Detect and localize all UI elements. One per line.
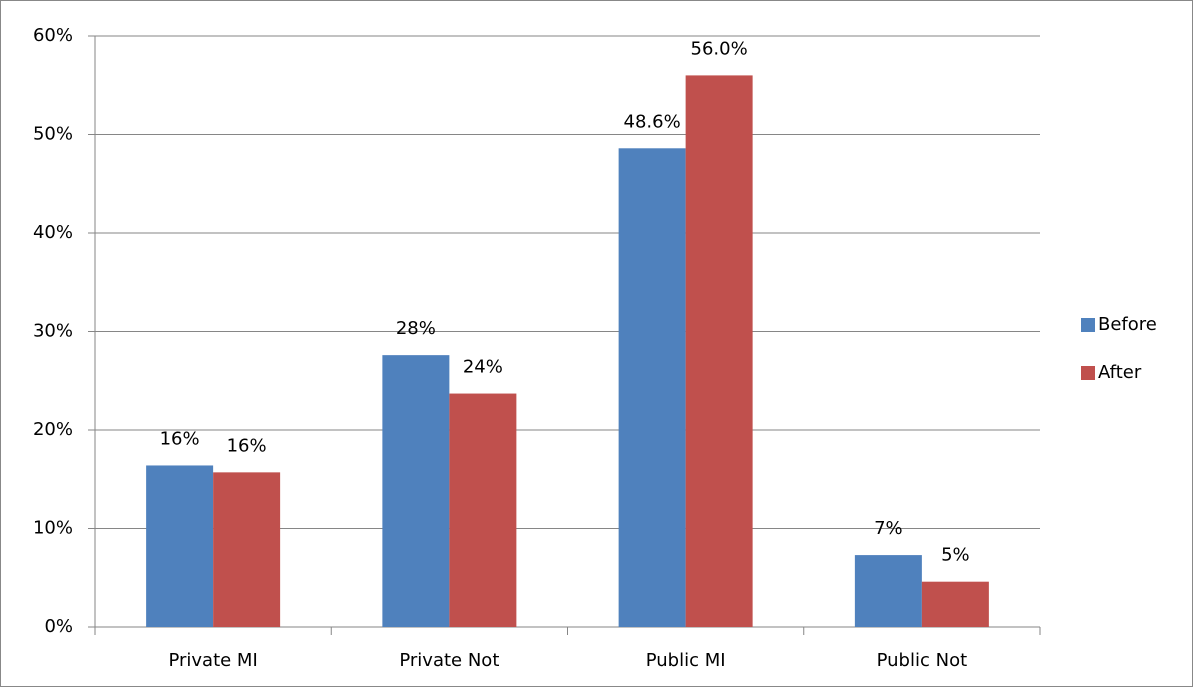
y-tick-label: 20%	[33, 419, 73, 440]
y-tick-label: 60%	[33, 25, 73, 46]
y-tick-label: 50%	[33, 124, 73, 145]
data-label: 7%	[874, 518, 903, 539]
legend-label: After	[1098, 362, 1142, 383]
data-label: 48.6%	[624, 111, 681, 132]
y-tick-label: 40%	[33, 222, 73, 243]
x-tick-label: Private Not	[399, 650, 499, 671]
data-label: 16%	[160, 428, 200, 449]
x-tick-label: Public Not	[877, 650, 968, 671]
data-label: 5%	[941, 545, 970, 566]
bar	[921, 581, 989, 627]
data-label: 24%	[463, 357, 503, 378]
bar	[146, 465, 214, 627]
legend-swatch	[1081, 318, 1095, 332]
data-label: 56.0%	[691, 38, 748, 59]
bar	[449, 393, 517, 627]
bar	[685, 75, 753, 627]
data-label: 16%	[227, 435, 267, 456]
y-tick-label: 10%	[33, 518, 73, 539]
x-tick-label: Private MI	[168, 650, 257, 671]
y-tick-label: 30%	[33, 321, 73, 342]
bar	[213, 472, 281, 627]
legend-label: Before	[1098, 314, 1157, 335]
data-label: 28%	[396, 318, 436, 339]
legend-swatch	[1081, 366, 1095, 380]
x-tick-label: Public MI	[646, 650, 726, 671]
bar	[382, 355, 450, 627]
bar	[854, 555, 922, 627]
bar	[618, 148, 686, 628]
y-tick-label: 0%	[44, 616, 73, 637]
